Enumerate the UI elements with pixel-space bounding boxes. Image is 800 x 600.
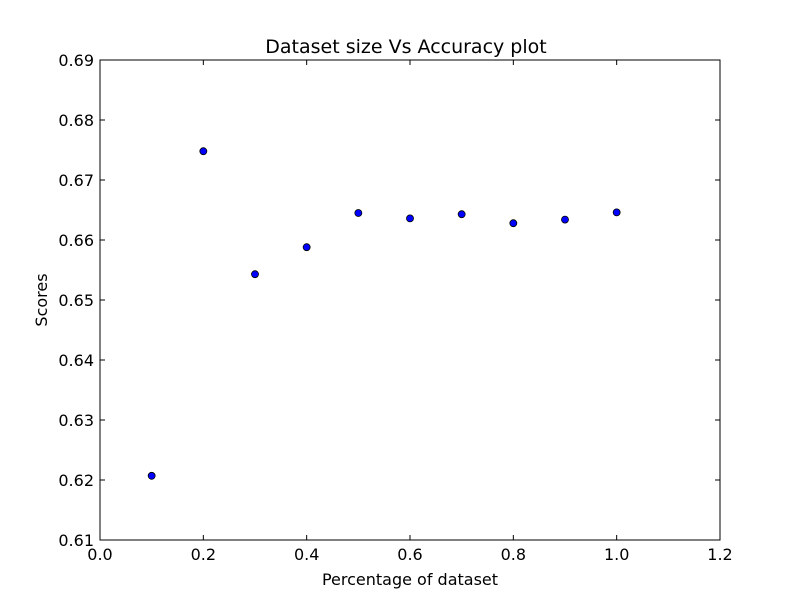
y-tick-label: 0.68 [58,111,94,130]
y-tick-label: 0.64 [58,351,94,370]
y-tick-label: 0.63 [58,411,94,430]
x-tick-label: 0.4 [294,545,319,564]
y-tick-label: 0.67 [58,171,94,190]
y-tick-label: 0.69 [58,51,94,70]
scatter-point [612,208,621,217]
scatter-point [509,219,518,228]
x-tick-label: 0.2 [191,545,216,564]
y-axis: 0.61 0.62 0.63 0.64 0.65 0.66 0.67 0.68 0.69 [58,51,720,550]
data-points [147,147,621,480]
x-axis: 0.0 0.2 0.4 0.6 0.8 1.0 1.2 [87,60,733,564]
x-tick-label: 0.0 [87,545,112,564]
scatter-point [354,209,363,217]
chart-title: Dataset size Vs Accuracy plot [265,36,546,58]
x-tick-label: 1.0 [604,545,629,564]
y-tick-label: 0.61 [58,531,94,550]
x-axis-label: Percentage of dataset [322,570,498,589]
scatter-point [561,215,569,224]
x-tick-label: 1.2 [707,545,732,564]
scatter-point [147,471,156,480]
scatter-point [199,147,208,156]
scatter-point [457,210,466,219]
y-axis-label: Scores [32,273,51,326]
scatter-point [251,270,259,279]
y-tick-label: 0.62 [58,471,94,490]
y-tick-label: 0.66 [58,231,94,250]
scatter-point [406,214,414,223]
x-tick-label: 0.8 [501,545,526,564]
plot-area [99,59,721,541]
y-tick-label: 0.65 [58,291,94,310]
x-tick-label: 0.6 [397,545,422,564]
scatter-point [302,243,311,252]
